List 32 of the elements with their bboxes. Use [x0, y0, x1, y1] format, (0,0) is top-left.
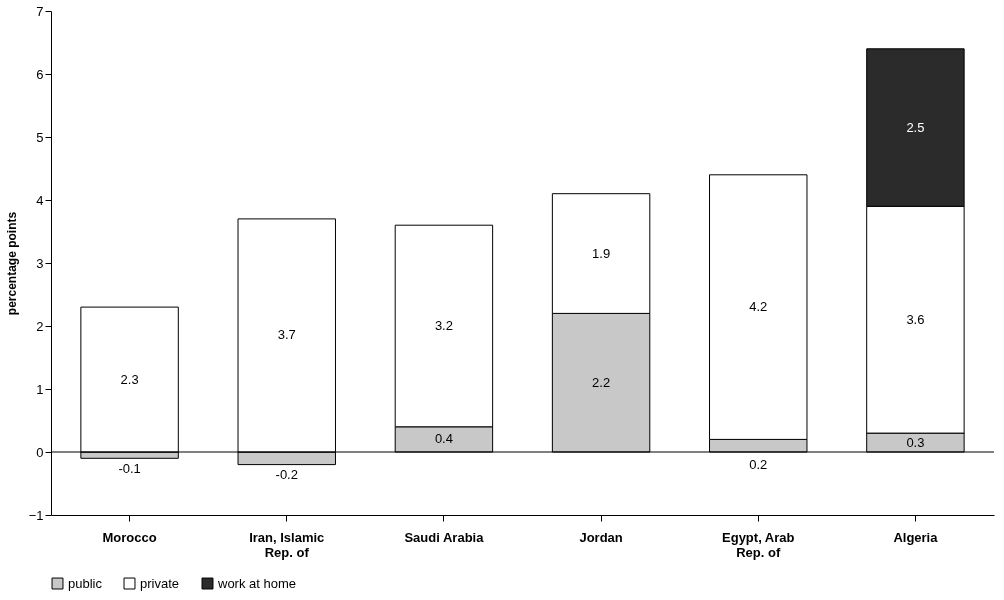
- data-label: 3.2: [434, 318, 453, 333]
- legend-label: public: [68, 575, 103, 591]
- legend-label: work at home: [217, 575, 297, 591]
- y-tick-label: 5: [36, 129, 44, 145]
- y-tick-label: 4: [36, 192, 44, 208]
- data-label: 2.3: [120, 371, 139, 387]
- data-label: 2.5: [906, 119, 925, 135]
- data-label: -0.2: [275, 467, 298, 483]
- data-label: 4.2: [749, 299, 768, 315]
- data-label: 1.9: [592, 245, 611, 261]
- data-label: 2.2: [592, 374, 611, 390]
- data-label: -0.1: [118, 461, 141, 477]
- y-tick-label: −1: [28, 507, 44, 523]
- data-label: 0.3: [906, 434, 925, 450]
- y-tick-label: 2: [36, 318, 44, 334]
- x-tick-label: Morocco: [102, 529, 157, 545]
- x-tick-label: Saudi Arabia: [404, 529, 485, 545]
- data-label: 0.2: [749, 456, 768, 472]
- y-tick-label: 7: [36, 3, 44, 19]
- data-label: 3.6: [906, 311, 925, 327]
- y-tick-label: 1: [36, 381, 44, 397]
- legend-label: private: [140, 575, 180, 591]
- x-tick-label: Algeria: [893, 529, 939, 545]
- x-tick-label: Egypt, Arab Rep. of: [722, 529, 795, 560]
- data-label: 0.4: [434, 431, 453, 447]
- data-label: 3.7: [277, 327, 296, 343]
- x-tick-label: Jordan: [579, 529, 623, 545]
- y-tick-label: 6: [36, 66, 44, 82]
- y-tick-label: 0: [36, 444, 44, 460]
- y-tick-label: 3: [36, 255, 44, 271]
- x-tick-label: Iran, Islamic Rep. of: [249, 529, 325, 560]
- y-axis-title: percentage points: [4, 211, 19, 316]
